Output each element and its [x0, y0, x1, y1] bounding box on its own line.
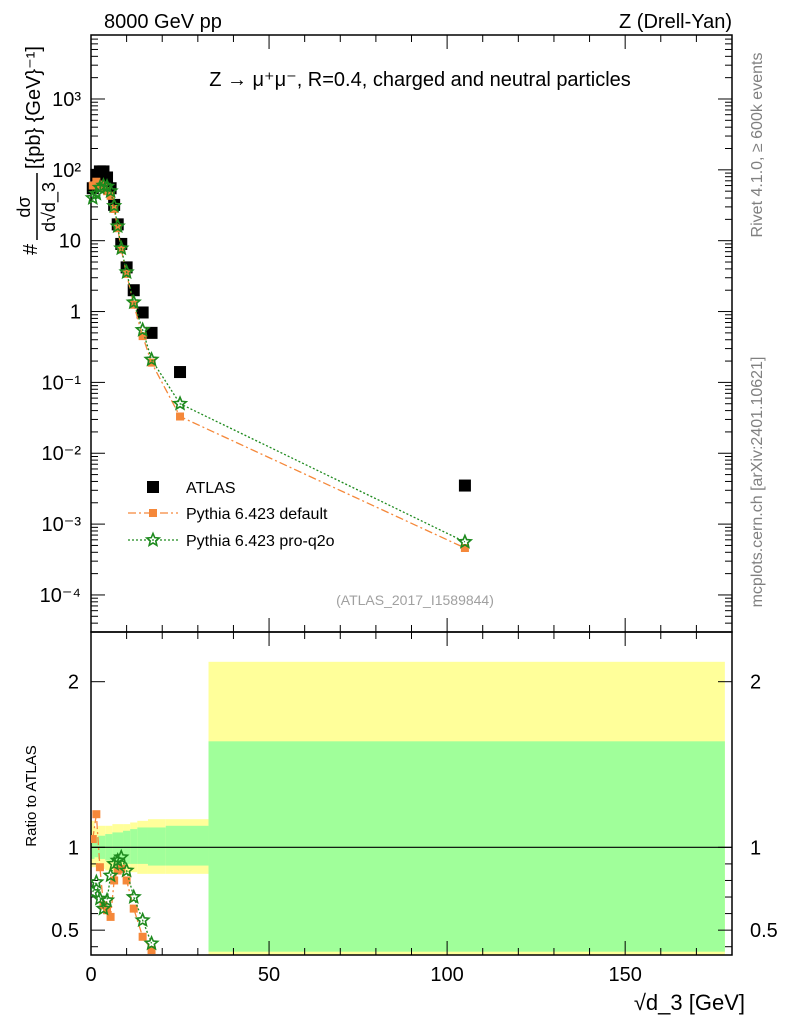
x-tick-label-0: 0 [85, 964, 96, 986]
point-default-13 [176, 412, 185, 421]
ratio-point-proq2o-7 [109, 851, 126, 868]
x-tick-label-2: 100 [430, 964, 463, 986]
point-default-11 [138, 332, 147, 341]
legend-marker-default [149, 509, 157, 517]
legend-label-2: Pythia 6.423 pro-q2o [186, 533, 335, 550]
point-proq2o-13 [171, 395, 189, 411]
main-y-tick-label-1: 10⁻³ [42, 514, 82, 536]
point-default-9 [122, 269, 131, 278]
ylabel-prefix: # [20, 243, 42, 255]
x-tick-label-3: 150 [608, 964, 641, 986]
ratio-point-proq2o-8 [113, 848, 130, 865]
ratio-point-default-2 [95, 863, 104, 872]
ratio-point-default-10 [129, 904, 138, 913]
legend-label-0: ATLAS [186, 480, 236, 497]
main-y-tick-label-2: 10⁻² [42, 443, 82, 465]
x-axis-label: √d_3 [GeV] [634, 990, 745, 1015]
watermark: (ATLAS_2017_I1589844) [336, 592, 494, 608]
mcplots-label: mcplots.cern.ch [arXiv:2401.10621] [749, 357, 766, 608]
legend-marker-proq2o [144, 531, 162, 547]
main-ylabel: # dσ d√d_3 [{pb} {GeV}⁻¹] [14, 46, 60, 255]
legend: ATLAS Pythia 6.423 default Pythia 6.423 pr… [128, 480, 335, 550]
ratio-y-tick-label-left-1: 1 [68, 837, 79, 859]
main-y-tick-label-7: 10³ [52, 89, 81, 111]
ratio-point-default-12 [147, 946, 156, 955]
ratio-ylabel: Ratio to ATLAS [23, 745, 40, 846]
header-left: 8000 GeV pp [104, 11, 222, 33]
ratio-band-inner-7 [137, 827, 148, 864]
ratio-y-tick-label-right-2: 2 [750, 672, 761, 694]
ylabel-units: [{pb} {GeV}⁻¹] [23, 46, 45, 169]
ratio-point-proq2o-1 [91, 873, 105, 890]
point-proq2o-5 [102, 182, 119, 199]
ratio-point-default-5 [106, 912, 115, 921]
ratio-band-inner-8 [147, 827, 166, 866]
point-proq2o-7 [109, 217, 126, 234]
point-proq2o-9 [118, 263, 135, 280]
point-atlas-12 [145, 326, 158, 339]
ratio-point-proq2o-4 [98, 891, 116, 908]
point-default-14 [460, 543, 469, 552]
ratio-point-proq2o-5 [102, 866, 119, 883]
ratio-panel: 0 50 100 150 0.5 0.5 1 1 2 2 [51, 631, 778, 986]
main-title: Z → μ⁺μ⁻, R=0.4, charged and neutral par… [209, 69, 631, 91]
ratio-point-default-11 [138, 932, 147, 941]
legend-label-1: Pythia 6.423 default [186, 506, 328, 523]
point-atlas-14 [458, 479, 471, 492]
main-y-tick-label-0: 10⁻⁴ [40, 585, 81, 607]
ratio-point-default-1 [92, 810, 101, 819]
main-y-tick-label-6: 10² [52, 160, 81, 182]
point-proq2o-12 [143, 350, 160, 367]
main-y-tick-label-5: 10 [59, 231, 81, 253]
point-atlas-13 [174, 366, 187, 379]
point-proq2o-14 [456, 533, 474, 549]
ylabel-denominator: d√d_3 [39, 182, 60, 232]
ratio-point-proq2o-0 [91, 883, 101, 900]
ratio-point-proq2o-2 [91, 890, 109, 906]
ratio-y-tick-label-right-1: 1 [750, 837, 761, 859]
ratio-y-tick-label-left-0: 0.5 [51, 920, 79, 942]
ratio-point-proq2o-11 [134, 911, 151, 928]
ratio-y-tick-label-right-0: 0.5 [750, 920, 778, 942]
ratio-point-default-0 [91, 835, 97, 844]
ratio-band-inner-10 [208, 741, 725, 952]
point-proq2o-8 [113, 239, 130, 256]
point-atlas-11 [136, 306, 149, 319]
point-default-5 [106, 191, 115, 200]
ratio-point-default-9 [122, 876, 131, 885]
ratio-point-proq2o-10 [125, 888, 142, 904]
main-y-tick-label-4: 1 [70, 302, 81, 324]
point-proq2o-10 [125, 293, 142, 310]
ratio-y-tick-label-left-2: 2 [68, 672, 79, 694]
ratio-series-group [91, 810, 160, 955]
ylabel-numerator: dσ [14, 196, 34, 217]
point-proq2o-0 [84, 189, 101, 205]
rivet-label: Rivet 4.1.0, ≥ 600k events [749, 53, 766, 238]
ratio-band-inner-9 [165, 825, 209, 866]
header-right: Z (Drell-Yan) [619, 11, 732, 33]
point-proq2o-6 [105, 197, 123, 213]
legend-marker-atlas [147, 481, 159, 493]
ratio-point-proq2o-3 [95, 900, 112, 916]
ratio-point-proq2o-9 [118, 861, 135, 878]
main-y-tick-label-3: 10⁻¹ [42, 372, 82, 394]
point-proq2o-11 [134, 321, 151, 337]
ratio-band-inner-6 [130, 829, 138, 864]
x-tick-label-1: 50 [258, 964, 280, 986]
main-panel: Z → μ⁺μ⁻, R=0.4, charged and neutral par… [40, 34, 733, 633]
ratio-point-proq2o-12 [143, 934, 160, 951]
